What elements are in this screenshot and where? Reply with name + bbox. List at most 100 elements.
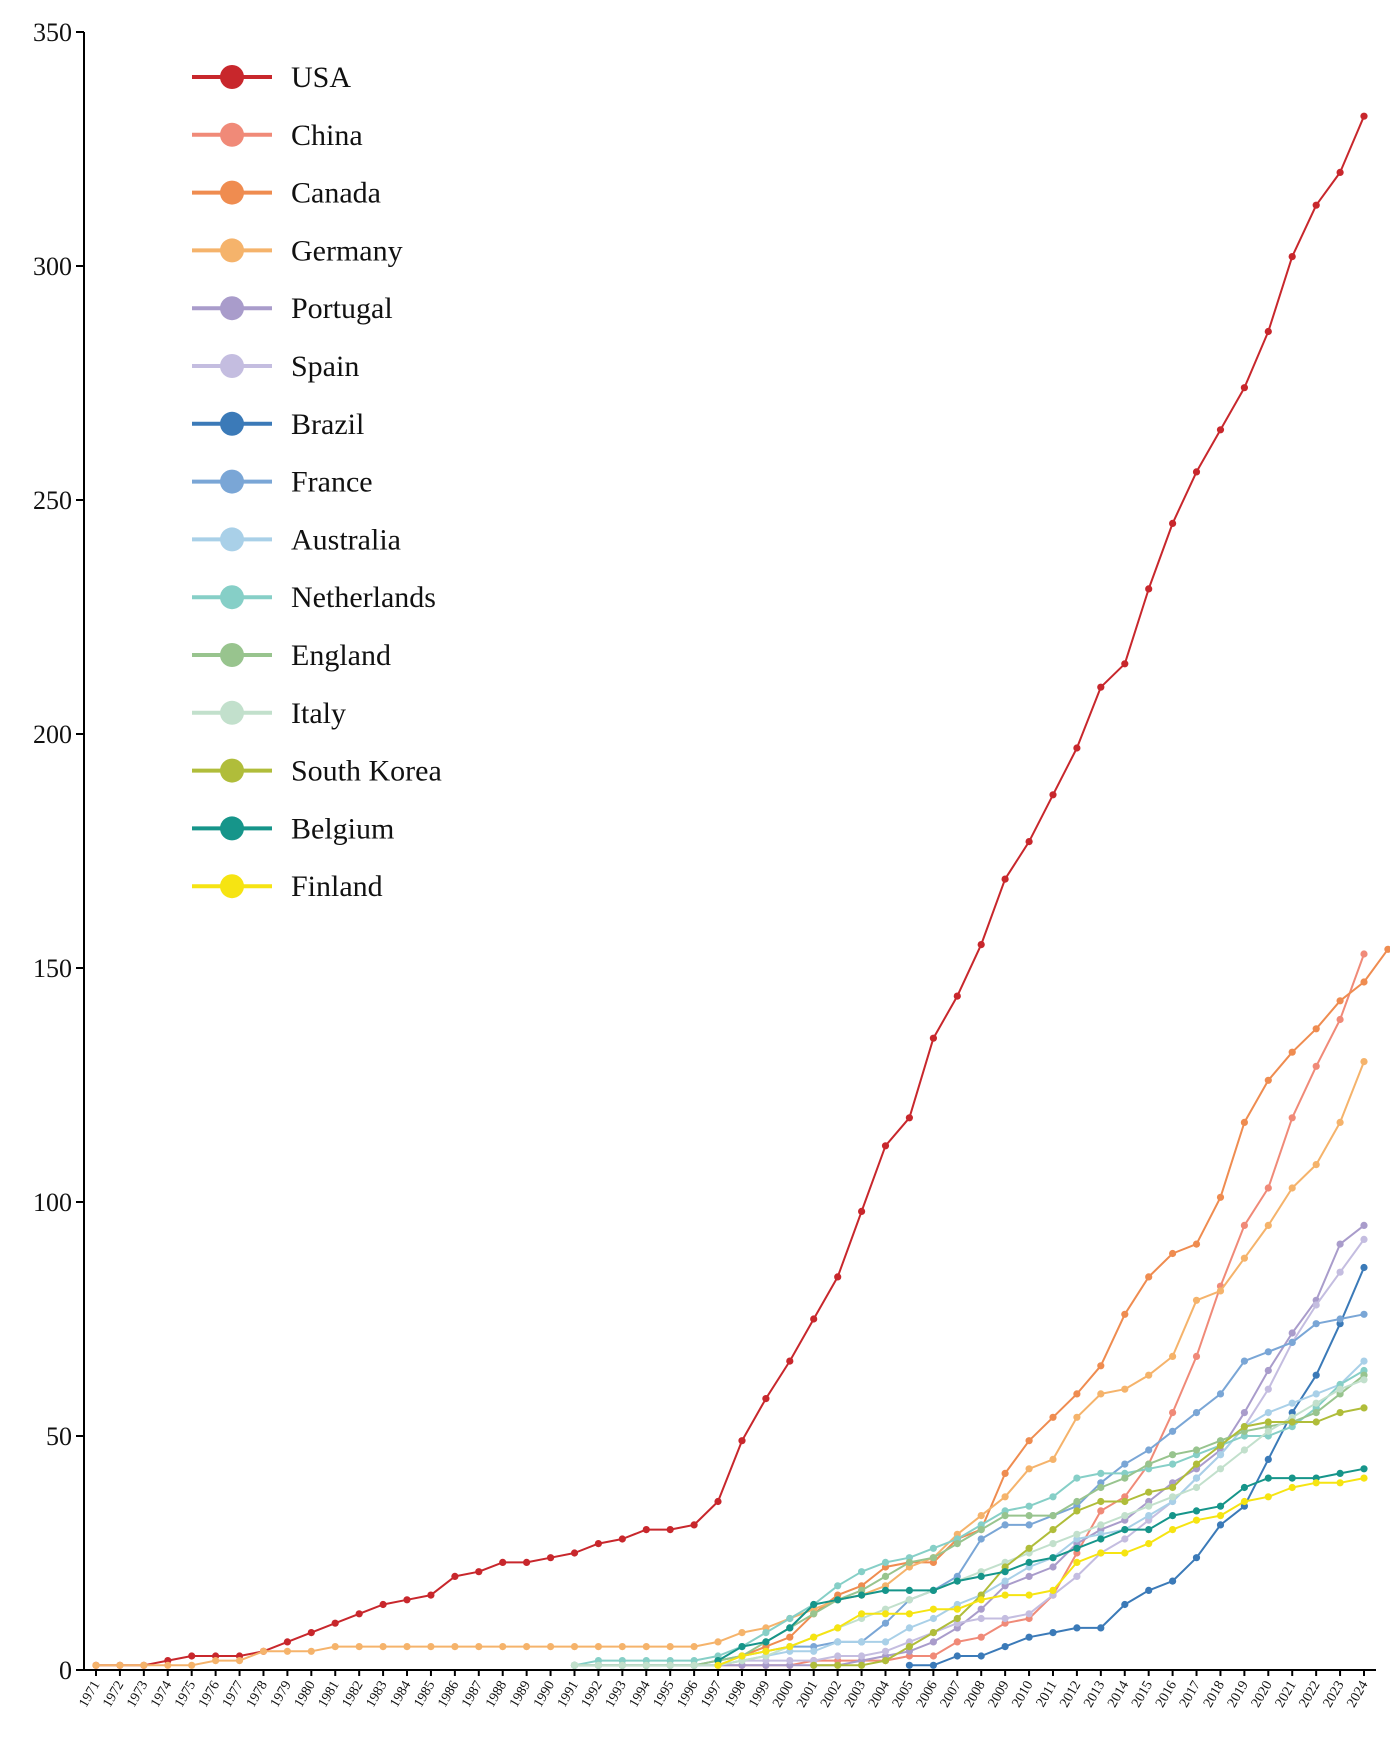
- data-point: [1288, 1048, 1296, 1056]
- legend-item: Finland: [192, 870, 383, 903]
- data-point: [881, 1586, 890, 1594]
- data-point: [1145, 1526, 1153, 1534]
- legend-item: Canada: [192, 177, 381, 210]
- data-point: [1001, 1591, 1009, 1599]
- legend-label: Australia: [291, 523, 401, 556]
- data-point: [929, 1605, 938, 1613]
- data-point: [929, 1638, 938, 1646]
- data-point: [690, 1643, 698, 1651]
- data-point: [451, 1572, 459, 1580]
- data-point: [1240, 1497, 1248, 1506]
- data-point: [977, 1526, 985, 1534]
- x-tick-label: 1986: [435, 1679, 462, 1711]
- data-point: [1216, 1451, 1225, 1459]
- data-point: [1145, 1446, 1153, 1454]
- data-point: [618, 1643, 626, 1651]
- data-point: [1336, 1240, 1344, 1248]
- data-point: [1264, 1409, 1272, 1417]
- data-point: [1312, 1479, 1320, 1487]
- data-point: [1025, 1521, 1033, 1529]
- data-point: [1145, 1586, 1153, 1594]
- x-tick-label: 2003: [842, 1679, 869, 1711]
- data-point: [1192, 1446, 1201, 1454]
- data-point: [1097, 1483, 1105, 1492]
- data-point: [905, 1661, 914, 1669]
- data-point: [570, 1643, 579, 1651]
- data-point: [977, 1512, 985, 1520]
- data-point: [1121, 1535, 1129, 1543]
- x-tick-label: 1996: [675, 1679, 702, 1711]
- data-point: [1097, 1362, 1105, 1370]
- data-point: [1264, 1455, 1272, 1463]
- data-point: [1145, 1488, 1153, 1496]
- legend-label: USA: [291, 61, 351, 94]
- legend-label: Italy: [291, 697, 346, 730]
- x-tick-label: 2010: [1010, 1679, 1037, 1711]
- data-point: [953, 1605, 961, 1613]
- x-tick-label: 1983: [364, 1679, 391, 1711]
- data-point: [1025, 1610, 1033, 1618]
- legend-swatch-marker: [220, 643, 244, 667]
- data-point: [427, 1591, 435, 1599]
- data-point: [1097, 1507, 1105, 1515]
- x-tick-label: 1978: [244, 1679, 271, 1711]
- data-point: [666, 1661, 674, 1669]
- data-point: [1240, 384, 1248, 392]
- data-point: [953, 1614, 961, 1623]
- data-point: [1049, 1493, 1057, 1501]
- data-point: [1001, 1469, 1009, 1477]
- data-point: [1073, 1624, 1081, 1632]
- legend-label: China: [291, 119, 363, 152]
- series-england: [570, 1371, 1368, 1669]
- data-point: [1049, 1629, 1057, 1637]
- data-point: [834, 1638, 842, 1646]
- legend-item: South Korea: [192, 755, 442, 788]
- data-point: [1169, 1460, 1177, 1468]
- data-point: [1288, 1474, 1296, 1482]
- data-point: [1121, 660, 1129, 668]
- data-point: [881, 1657, 890, 1665]
- x-tick-label: 1988: [483, 1679, 510, 1711]
- legend-swatch-marker: [220, 469, 244, 494]
- data-point: [1336, 1268, 1344, 1276]
- data-point: [953, 1638, 961, 1646]
- series-line: [96, 1061, 1365, 1667]
- legend-swatch-marker: [220, 874, 244, 899]
- data-point: [929, 1544, 938, 1552]
- data-point: [355, 1610, 363, 1618]
- data-point: [834, 1624, 842, 1632]
- legend-swatch-marker: [220, 527, 244, 552]
- data-point: [379, 1600, 387, 1609]
- data-point: [810, 1633, 818, 1641]
- data-point: [1049, 791, 1057, 799]
- data-point: [283, 1647, 291, 1655]
- x-tick-label: 2011: [1034, 1679, 1061, 1710]
- data-point: [1216, 1502, 1225, 1510]
- x-tick-label: 2019: [1225, 1679, 1252, 1711]
- data-point: [977, 1572, 985, 1580]
- data-point: [738, 1437, 746, 1445]
- data-point: [1192, 1507, 1201, 1515]
- data-point: [1192, 1296, 1201, 1304]
- data-point: [1049, 1512, 1057, 1520]
- data-point: [618, 1661, 626, 1669]
- data-point: [235, 1657, 244, 1665]
- data-point: [1025, 1437, 1033, 1445]
- legend-label: Portugal: [291, 292, 393, 325]
- x-tick-label: 2009: [986, 1679, 1013, 1711]
- data-point: [1336, 997, 1344, 1005]
- data-point: [881, 1647, 890, 1655]
- data-point: [523, 1558, 531, 1566]
- data-point: [1049, 1413, 1057, 1421]
- data-point: [1073, 1507, 1081, 1515]
- data-point: [1049, 1563, 1057, 1571]
- data-point: [92, 1661, 100, 1669]
- data-point: [1121, 1310, 1129, 1318]
- data-point: [403, 1643, 411, 1651]
- x-tick-label: 1997: [699, 1679, 726, 1711]
- data-point: [1025, 1591, 1033, 1599]
- y-tick-label: 200: [33, 720, 72, 749]
- data-point: [1001, 1512, 1009, 1520]
- series-line: [574, 1378, 1365, 1667]
- x-tick-label: 1993: [603, 1679, 630, 1711]
